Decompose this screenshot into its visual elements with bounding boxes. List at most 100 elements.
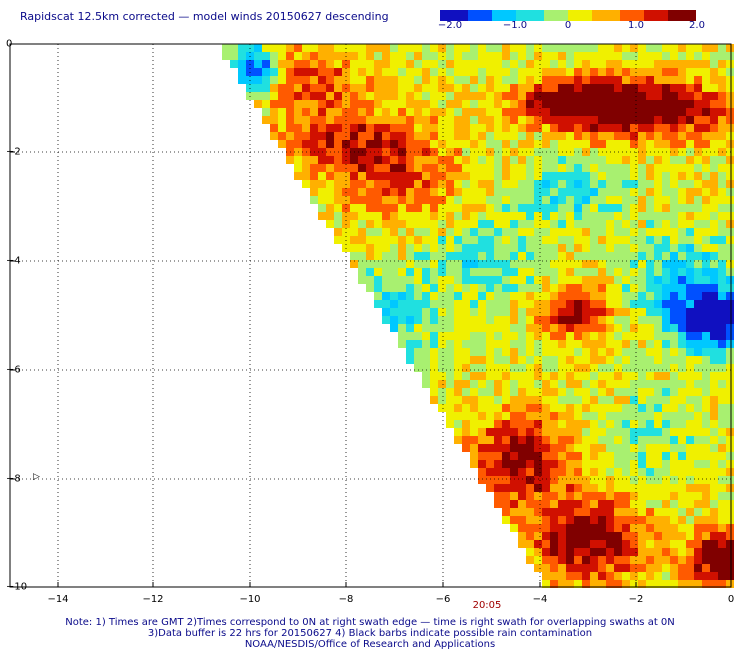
- wind-cell: [542, 548, 550, 556]
- wind-cell: [638, 236, 646, 244]
- wind-cell: [678, 580, 686, 588]
- wind-cell: [550, 204, 558, 212]
- wind-cell: [670, 532, 678, 540]
- wind-cell: [542, 356, 550, 364]
- wind-cell: [670, 60, 678, 68]
- wind-cell: [678, 260, 686, 268]
- wind-cell: [406, 348, 414, 356]
- wind-cell: [574, 428, 582, 436]
- wind-cell: [702, 388, 710, 396]
- wind-cell: [686, 340, 694, 348]
- wind-cell: [718, 292, 726, 300]
- wind-cell: [582, 244, 590, 252]
- wind-cell: [334, 188, 342, 196]
- wind-cell: [606, 84, 614, 92]
- wind-cell: [350, 124, 358, 132]
- wind-cell: [622, 268, 630, 276]
- wind-cell: [446, 76, 454, 84]
- wind-cell: [718, 276, 726, 284]
- wind-cell: [470, 348, 478, 356]
- wind-cell: [646, 452, 654, 460]
- wind-cell: [494, 164, 502, 172]
- wind-cell: [686, 252, 694, 260]
- wind-cell: [262, 100, 270, 108]
- wind-cell: [502, 228, 510, 236]
- wind-cell: [502, 156, 510, 164]
- wind-cell: [446, 188, 454, 196]
- wind-cell: [606, 236, 614, 244]
- wind-cell: [590, 372, 598, 380]
- wind-cell: [382, 156, 390, 164]
- wind-cell: [694, 268, 702, 276]
- colorbar-segment: [536, 10, 541, 21]
- wind-cell: [678, 92, 686, 100]
- wind-cell: [422, 180, 430, 188]
- wind-cell: [622, 452, 630, 460]
- wind-cell: [374, 76, 382, 84]
- wind-cell: [422, 140, 430, 148]
- wind-cell: [654, 444, 662, 452]
- x-tick-label: 0: [727, 594, 735, 605]
- wind-cell: [726, 188, 734, 196]
- wind-cell: [582, 252, 590, 260]
- wind-cell: [462, 196, 470, 204]
- wind-cell: [678, 404, 686, 412]
- wind-cell: [518, 140, 526, 148]
- wind-cell: [582, 548, 590, 556]
- wind-cell: [542, 380, 550, 388]
- wind-cell: [710, 52, 718, 60]
- wind-cell: [470, 188, 478, 196]
- wind-cell: [694, 180, 702, 188]
- wind-cell: [646, 428, 654, 436]
- wind-cell: [390, 124, 398, 132]
- wind-cell: [470, 44, 478, 52]
- wind-cell: [358, 180, 366, 188]
- wind-cell: [574, 460, 582, 468]
- wind-cell: [710, 268, 718, 276]
- wind-cell: [294, 172, 302, 180]
- wind-cell: [670, 172, 678, 180]
- wind-cell: [654, 324, 662, 332]
- wind-cell: [726, 396, 734, 404]
- wind-cell: [310, 124, 318, 132]
- wind-cell: [606, 252, 614, 260]
- wind-cell: [558, 324, 566, 332]
- wind-cell: [318, 92, 326, 100]
- wind-cell: [462, 356, 470, 364]
- wind-cell: [678, 188, 686, 196]
- wind-cell: [414, 236, 422, 244]
- wind-cell: [510, 380, 518, 388]
- wind-cell: [534, 364, 542, 372]
- wind-cell: [590, 180, 598, 188]
- wind-cell: [406, 156, 414, 164]
- wind-cell: [510, 300, 518, 308]
- wind-cell: [662, 140, 670, 148]
- wind-cell: [726, 132, 734, 140]
- wind-cell: [606, 108, 614, 116]
- wind-cell: [654, 164, 662, 172]
- wind-cell: [510, 524, 518, 532]
- wind-cell: [702, 548, 710, 556]
- colorbar-segment: [656, 10, 661, 21]
- wind-cell: [582, 388, 590, 396]
- wind-cell: [494, 156, 502, 164]
- wind-cell: [598, 260, 606, 268]
- wind-cell: [590, 308, 598, 316]
- wind-cell: [430, 116, 438, 124]
- wind-cell: [726, 412, 734, 420]
- wind-cell: [430, 316, 438, 324]
- wind-cell: [566, 540, 574, 548]
- wind-cell: [654, 140, 662, 148]
- wind-cell: [526, 420, 534, 428]
- wind-cell: [478, 60, 486, 68]
- wind-cell: [294, 52, 302, 60]
- colorbar-segment: [668, 10, 673, 21]
- wind-cell: [486, 436, 494, 444]
- wind-cell: [358, 252, 366, 260]
- wind-cell: [614, 44, 622, 52]
- wind-cell: [526, 444, 534, 452]
- wind-cell: [678, 564, 686, 572]
- wind-cell: [542, 108, 550, 116]
- wind-cell: [478, 188, 486, 196]
- wind-cell: [414, 76, 422, 84]
